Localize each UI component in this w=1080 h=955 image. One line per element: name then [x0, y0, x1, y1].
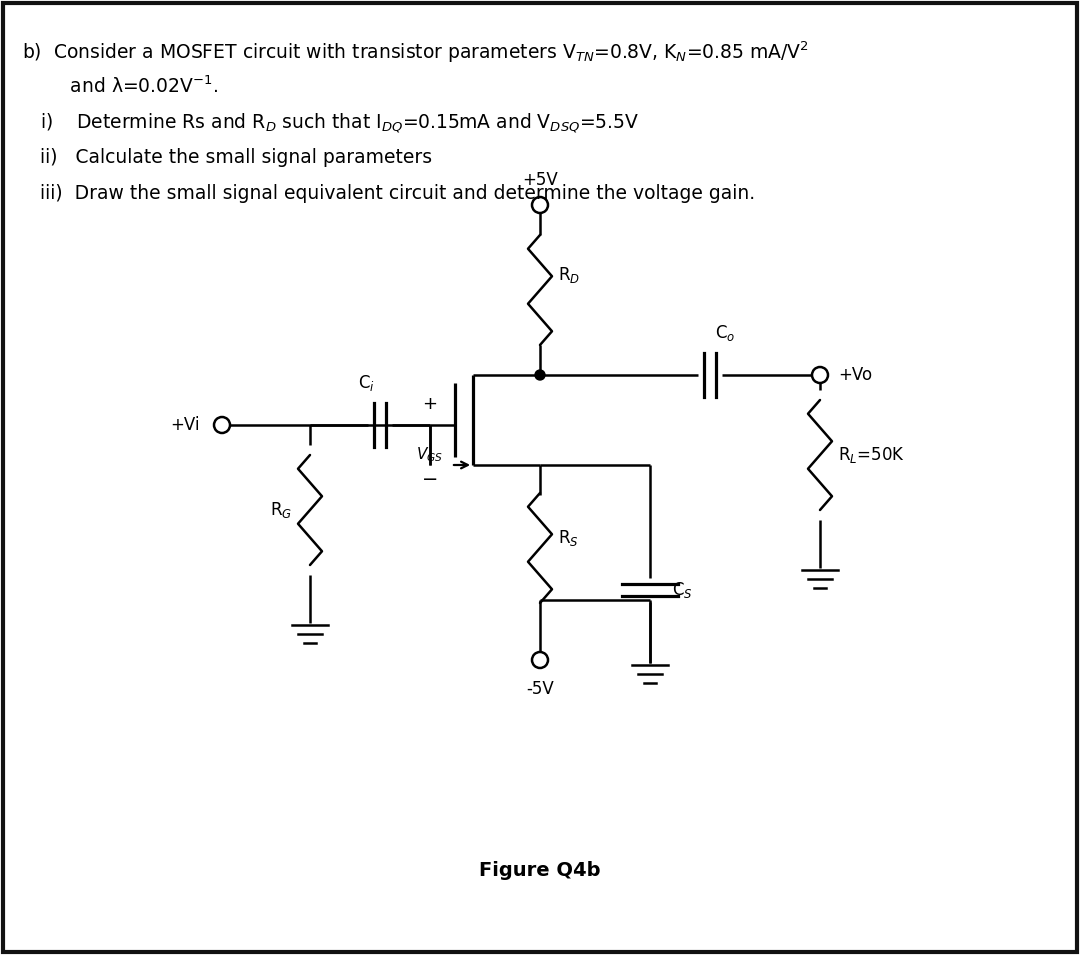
Text: R$_S$: R$_S$: [558, 528, 579, 548]
Text: and λ=0.02V$^{-1}$.: and λ=0.02V$^{-1}$.: [40, 76, 218, 97]
Text: C$_i$: C$_i$: [357, 373, 375, 393]
FancyBboxPatch shape: [3, 3, 1077, 952]
Text: R$_D$: R$_D$: [558, 265, 580, 285]
Text: i)    Determine Rs and R$_D$ such that I$_{DQ}$=0.15mA and V$_{DSQ}$=5.5V: i) Determine Rs and R$_D$ such that I$_{…: [40, 112, 639, 136]
Text: V$_{GS}$: V$_{GS}$: [417, 446, 444, 464]
Text: −: −: [422, 471, 438, 490]
Text: R$_G$: R$_G$: [270, 500, 292, 520]
Text: R$_L$=50K: R$_L$=50K: [838, 445, 905, 465]
Text: C$_o$: C$_o$: [715, 323, 735, 343]
Text: C$_S$: C$_S$: [672, 580, 692, 600]
Text: b)  Consider a MOSFET circuit with transistor parameters V$_{TN}$=0.8V, K$_N$=0.: b) Consider a MOSFET circuit with transi…: [22, 40, 809, 66]
Text: +Vo: +Vo: [838, 366, 873, 384]
Circle shape: [535, 370, 545, 380]
Text: iii)  Draw the small signal equivalent circuit and determine the voltage gain.: iii) Draw the small signal equivalent ci…: [40, 184, 755, 203]
Text: +: +: [422, 395, 437, 413]
Text: +Vi: +Vi: [171, 416, 200, 434]
Text: +5V: +5V: [522, 171, 558, 189]
Text: -5V: -5V: [526, 680, 554, 698]
Text: Figure Q4b: Figure Q4b: [480, 860, 600, 880]
Text: ii)   Calculate the small signal parameters: ii) Calculate the small signal parameter…: [40, 148, 432, 167]
